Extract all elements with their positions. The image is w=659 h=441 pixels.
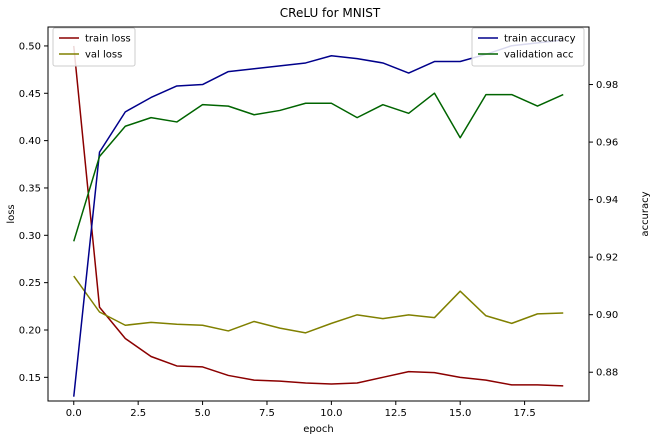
x-tick-label: 5.0	[195, 408, 211, 419]
left-y-tick-label: 0.40	[19, 136, 41, 147]
series-line-validation-acc	[73, 92, 564, 242]
left-y-tick-label: 0.30	[19, 231, 41, 242]
left-y-tick-label: 0.20	[19, 325, 41, 336]
legend-box	[471, 27, 585, 67]
left-y-tick-label: 0.50	[19, 41, 41, 52]
x-tick-label: 12.5	[385, 408, 407, 419]
plot-frame	[47, 26, 590, 402]
left-y-tick-label: 0.15	[19, 373, 41, 384]
x-tick-label: 17.5	[513, 408, 535, 419]
left-y-tick-label: 0.25	[19, 278, 41, 289]
right-y-tick-label: 0.88	[596, 368, 618, 379]
legend-label: validation acc	[504, 50, 574, 61]
left-y-axis-label: loss	[6, 204, 17, 223]
right-y-tick-label: 0.98	[596, 80, 618, 91]
x-tick-label: 15.0	[449, 408, 471, 419]
right-y-tick-label: 0.94	[596, 195, 618, 206]
right-y-axis: 0.88 0.90 0.92 0.94 0.96 0.98	[589, 80, 618, 379]
legend-label: train loss	[85, 34, 131, 45]
series-line-train-accuracy	[73, 39, 564, 397]
left-y-tick-label: 0.35	[19, 183, 41, 194]
right-y-tick-label: 0.92	[596, 253, 618, 264]
legend-label: train accuracy	[504, 34, 576, 45]
right-y-tick-label: 0.90	[596, 310, 618, 321]
left-y-tick-label: 0.45	[19, 89, 41, 100]
x-tick-label: 7.5	[259, 408, 275, 419]
legend-layer: train loss val loss train accuracy validati…	[52, 27, 585, 67]
series-line-val-loss	[73, 275, 564, 334]
x-tick-label: 0.0	[66, 408, 82, 419]
legend-label: val loss	[85, 50, 122, 61]
series-line-train-loss	[73, 45, 564, 387]
chart-title: CReLU for MNIST	[280, 6, 381, 20]
x-axis: 0.0 2.5 5.0 7.5 10.0 12.5 15.0 17.5	[66, 401, 536, 419]
right-y-axis-label: accuracy	[640, 191, 651, 236]
right-y-tick-label: 0.96	[596, 138, 618, 149]
left-y-axis: 0.15 0.20 0.25 0.30 0.35 0.40 0.45 0.50	[19, 41, 48, 384]
x-tick-label: 2.5	[130, 408, 146, 419]
x-axis-label: epoch	[303, 424, 333, 435]
x-tick-label: 10.0	[320, 408, 342, 419]
series-layer	[73, 39, 564, 397]
